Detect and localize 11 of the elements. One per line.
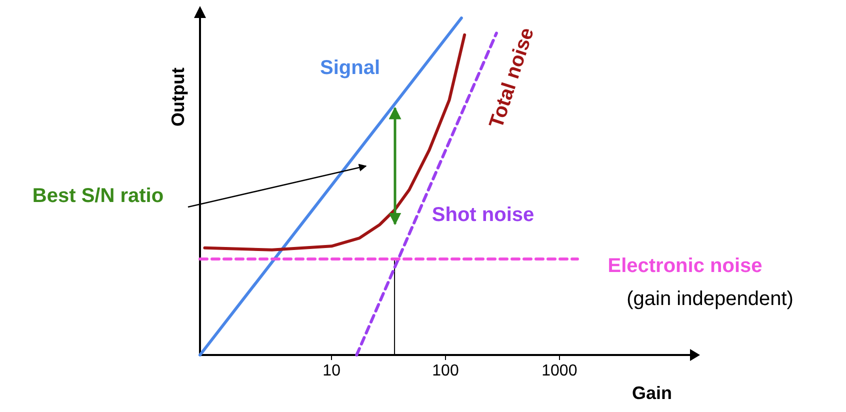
y-axis-title: Output [168, 68, 188, 126]
series-label: Electronic noise [608, 255, 762, 277]
x-tick-label: 1000 [542, 362, 578, 380]
series-label: Signal [320, 57, 380, 79]
x-axis-title: Gain [632, 383, 672, 403]
text: Total noise [485, 25, 539, 131]
text: Best S/N ratio [32, 185, 164, 207]
x-tick-label: 10 [322, 362, 341, 380]
annotation: (gain independent) [626, 288, 794, 310]
series-label: Shot noise [432, 204, 534, 226]
x-tick-label: 100 [432, 362, 459, 380]
